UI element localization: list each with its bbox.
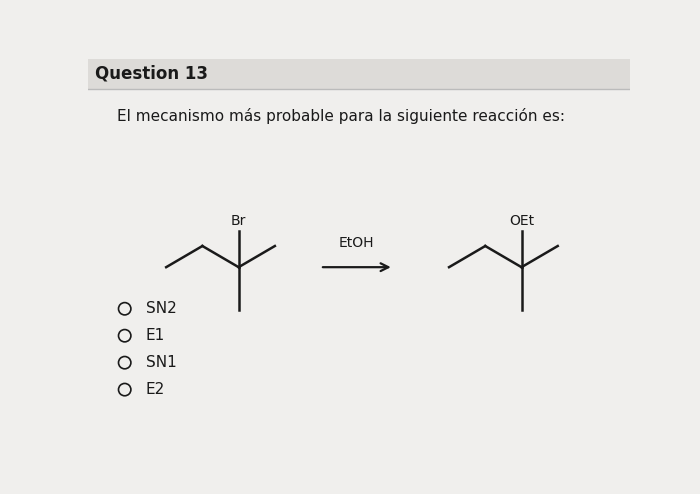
Text: EtOH: EtOH [339,236,375,250]
Text: Br: Br [231,214,246,228]
Text: SN2: SN2 [146,301,176,316]
Bar [88,59,630,88]
Text: El mecanismo más probable para la siguiente reacción es:: El mecanismo más probable para la siguie… [117,108,565,124]
Text: SN1: SN1 [146,355,176,370]
Text: E2: E2 [146,382,165,397]
Text: OEt: OEt [509,214,534,228]
Text: Question 13: Question 13 [95,65,209,83]
Text: E1: E1 [146,328,165,343]
